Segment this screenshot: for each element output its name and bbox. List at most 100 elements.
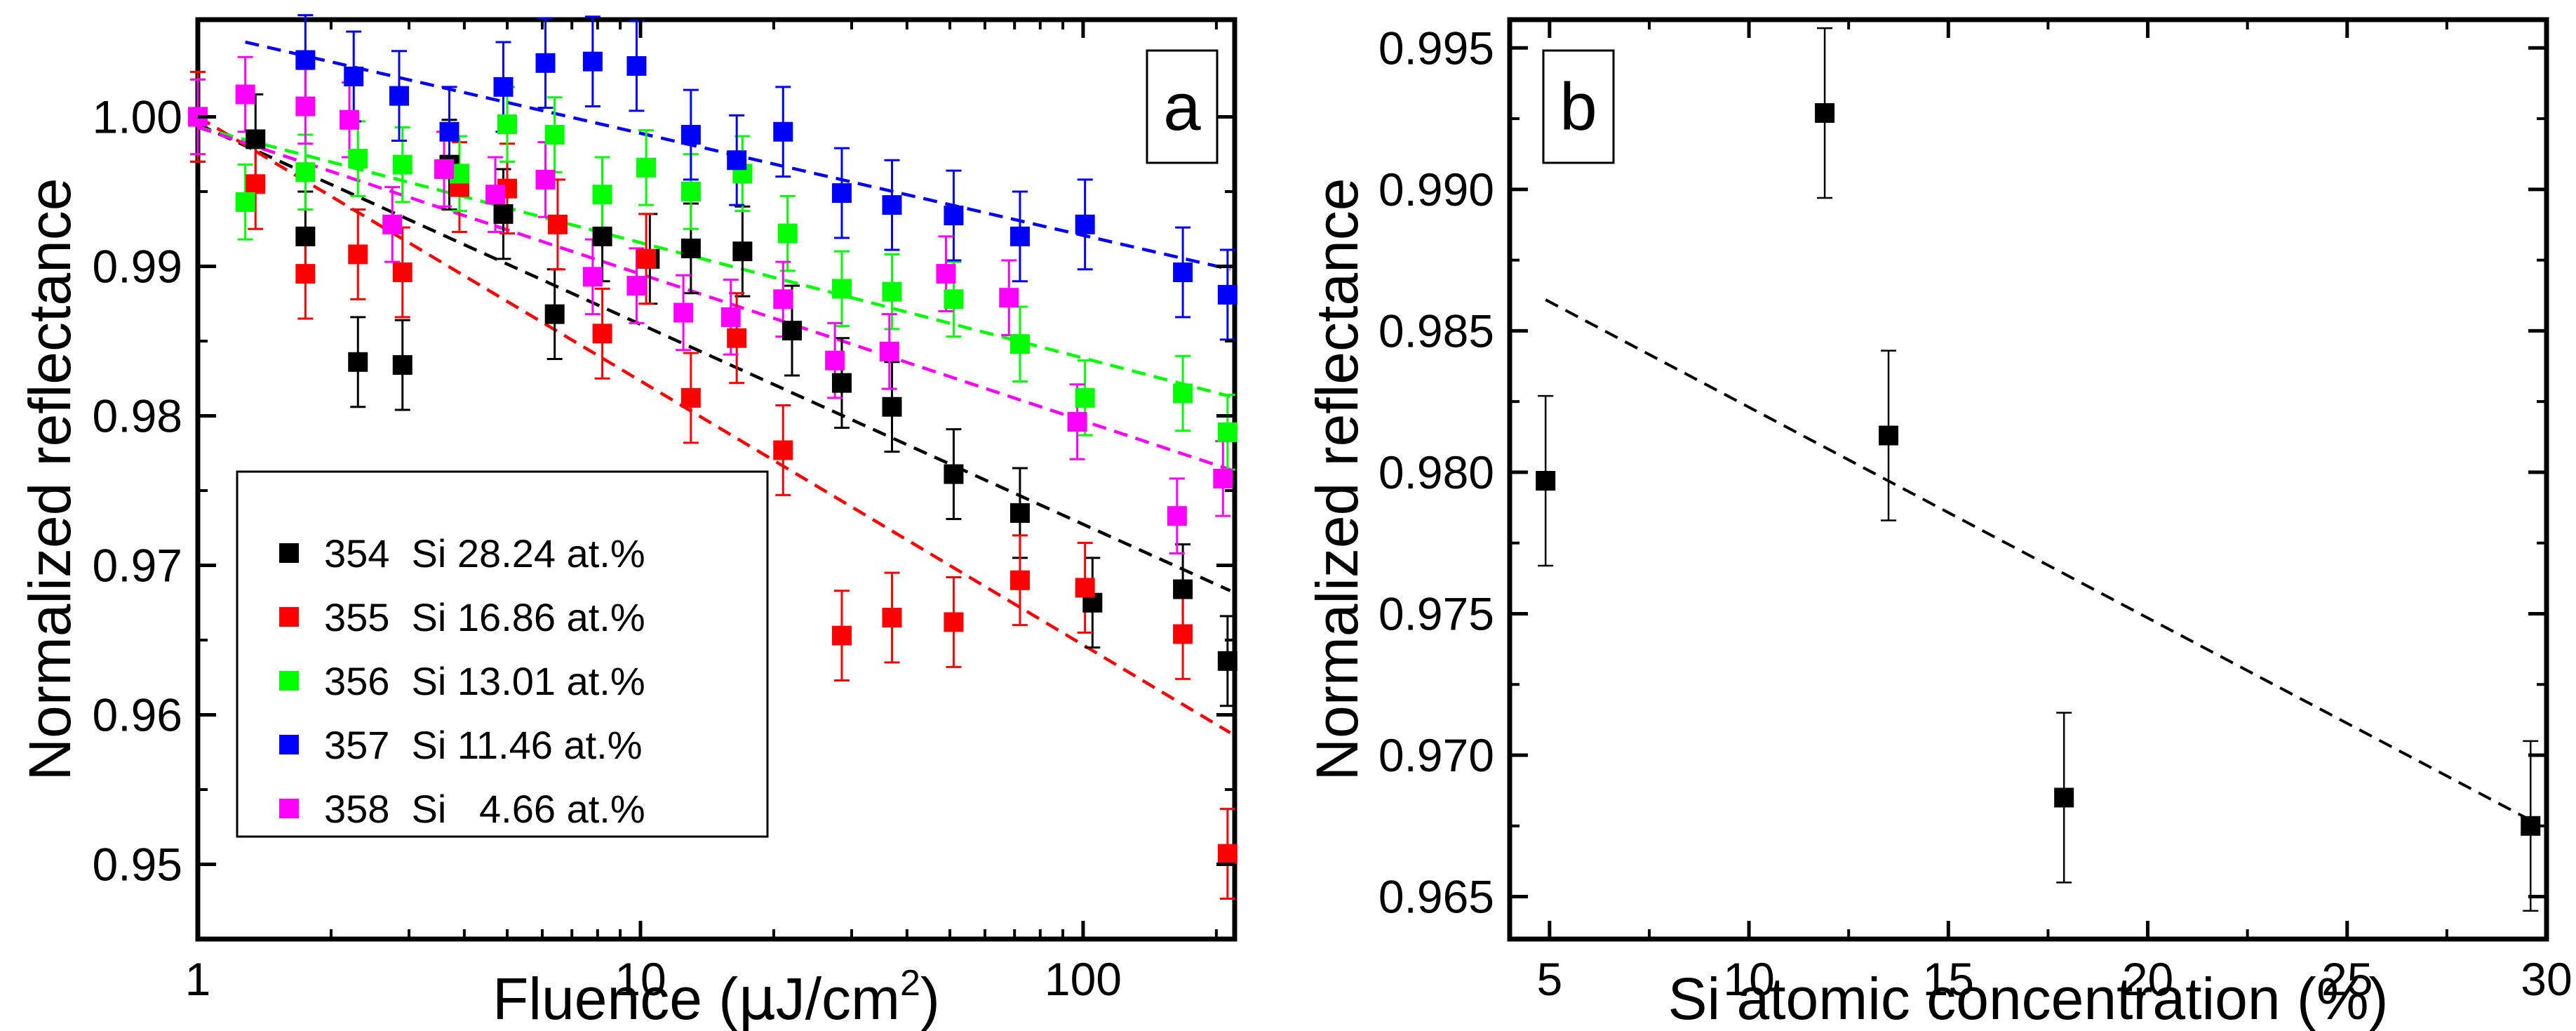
b-y-tick-label: 0.995 bbox=[1378, 22, 1494, 74]
x-axis-title-suffix: ) bbox=[920, 966, 940, 1031]
legend-label: 354 Si 28.24 at.% bbox=[324, 531, 645, 576]
b-data-point bbox=[1815, 103, 1835, 124]
a-data-point bbox=[348, 149, 368, 169]
panel-a: 1 10 100 0.95 0.96 0.97 0.98 0.99 1.00 a 354 Si… bbox=[17, 14, 1237, 1031]
a-data-point bbox=[246, 174, 266, 194]
panel-a-y-axis-title: Normalized reflectance bbox=[17, 178, 83, 780]
a-data-point bbox=[592, 324, 612, 344]
a-data-point bbox=[782, 321, 803, 341]
a-data-point bbox=[493, 77, 514, 97]
a-data-point bbox=[1173, 579, 1193, 599]
a-data-point bbox=[636, 248, 657, 269]
a-data-point bbox=[1009, 503, 1030, 523]
panel-b: 5 10 15 20 25 30 0.9650.9700.9750.9800.9850.9… bbox=[1304, 17, 2572, 1031]
a-data-point bbox=[1173, 383, 1193, 404]
a-data-point bbox=[582, 51, 603, 72]
a-data-point bbox=[392, 355, 412, 375]
a-data-point bbox=[1217, 651, 1237, 671]
a-data-point bbox=[1217, 422, 1237, 442]
panel-b-x-ticks: 5 10 15 20 25 30 bbox=[1536, 20, 2572, 1005]
a-fit-line bbox=[197, 123, 1231, 592]
panel-b-frame bbox=[1507, 17, 2549, 942]
a-data-point bbox=[944, 206, 964, 226]
b-y-tick-label: 0.975 bbox=[1378, 587, 1494, 639]
a-data-point bbox=[825, 350, 845, 371]
a-data-point bbox=[882, 281, 902, 302]
a-data-point bbox=[295, 96, 316, 117]
a-data-point bbox=[773, 121, 793, 142]
a-data-point bbox=[1009, 226, 1030, 246]
a-data-point bbox=[626, 276, 647, 296]
b-y-tick-label: 0.990 bbox=[1378, 164, 1494, 215]
a-data-point bbox=[295, 226, 316, 246]
b-x-tick-label: 10 bbox=[1723, 953, 1774, 1005]
x-axis-title-mu: μ bbox=[738, 964, 775, 1031]
a-data-point bbox=[1075, 578, 1095, 598]
b-y-tick-label: 0.980 bbox=[1378, 446, 1494, 498]
a-fit-line bbox=[197, 126, 1231, 472]
a-data-point bbox=[582, 267, 603, 287]
a-y-tick-label: 1.00 bbox=[93, 91, 182, 142]
a-data-point bbox=[485, 185, 506, 205]
a-data-point bbox=[944, 289, 964, 310]
x-axis-title-sup: 2 bbox=[900, 963, 920, 1004]
a-data-point bbox=[592, 226, 612, 246]
a-x-tick-label: 100 bbox=[1045, 953, 1122, 1005]
a-data-point bbox=[727, 150, 747, 171]
a-y-tick-label: 0.99 bbox=[93, 240, 182, 292]
a-data-point bbox=[999, 288, 1019, 308]
b-data-point bbox=[1879, 425, 1899, 446]
a-x-tick-label: 1 bbox=[185, 953, 211, 1005]
a-data-point bbox=[1067, 411, 1087, 432]
a-data-point bbox=[392, 262, 412, 282]
a-data-point bbox=[732, 241, 753, 262]
panel-a-points bbox=[188, 50, 1237, 864]
a-y-tick-label: 0.95 bbox=[93, 838, 182, 890]
b-data-point bbox=[1536, 471, 1556, 491]
a-data-point bbox=[544, 125, 565, 145]
panel-a-fit-lines bbox=[196, 40, 1231, 734]
a-data-point bbox=[944, 464, 964, 484]
legend-label: 356 Si 13.01 at.% bbox=[324, 659, 645, 703]
legend-box bbox=[236, 470, 769, 838]
panel-a-label-box bbox=[1146, 49, 1219, 164]
a-data-point bbox=[1075, 214, 1095, 234]
a-data-point bbox=[773, 289, 793, 310]
b-x-tick-label: 30 bbox=[2521, 953, 2572, 1005]
panel-b-y-axis-title: Normalized reflectance bbox=[1304, 178, 1370, 780]
a-x-tick-label: 10 bbox=[615, 953, 666, 1005]
a-data-point bbox=[1213, 468, 1233, 488]
a-data-point bbox=[831, 279, 852, 299]
a-data-point bbox=[497, 114, 518, 135]
x-axis-title-unit: J/cm bbox=[776, 966, 900, 1031]
a-data-point bbox=[348, 244, 368, 265]
a-data-point bbox=[882, 195, 902, 215]
a-fit-line bbox=[196, 115, 1231, 734]
a-data-point bbox=[389, 86, 409, 106]
legend-marker bbox=[279, 799, 299, 818]
a-data-point bbox=[344, 66, 364, 86]
a-data-point bbox=[547, 214, 568, 234]
panel-a-x-axis-title: Fluence (μJ/cm2) bbox=[492, 963, 940, 1031]
a-data-point bbox=[636, 157, 657, 178]
panel-b-errorbars bbox=[1538, 27, 2539, 912]
panel-a-x-ticks: 1 10 100 bbox=[185, 20, 1218, 1005]
a-data-point bbox=[1009, 570, 1030, 590]
panel-b-y-ticks: 0.965 0.970 0.975 0.980 0.985 0.990 0.995 bbox=[1378, 22, 2547, 923]
x-axis-title-prefix: Fluence ( bbox=[492, 966, 738, 1031]
a-y-tick-label: 0.98 bbox=[93, 390, 182, 441]
a-data-point bbox=[340, 109, 360, 130]
a-data-point bbox=[295, 50, 316, 70]
a-data-point bbox=[1167, 506, 1187, 526]
a-data-point bbox=[831, 373, 852, 393]
a-data-point bbox=[680, 125, 701, 145]
a-data-point bbox=[1075, 387, 1095, 408]
a-data-point bbox=[235, 84, 255, 105]
a-data-point bbox=[727, 328, 747, 348]
b-y-tick-label: 0.970 bbox=[1378, 729, 1494, 781]
b-fit-line bbox=[1545, 298, 2532, 822]
a-data-point bbox=[777, 223, 798, 244]
panel-b-fit-line bbox=[1545, 298, 2532, 822]
a-data-point bbox=[720, 307, 741, 327]
legend: 354 Si 28.24 at.% 355 Si 16.86 at.% 356 Si… bbox=[236, 470, 769, 838]
